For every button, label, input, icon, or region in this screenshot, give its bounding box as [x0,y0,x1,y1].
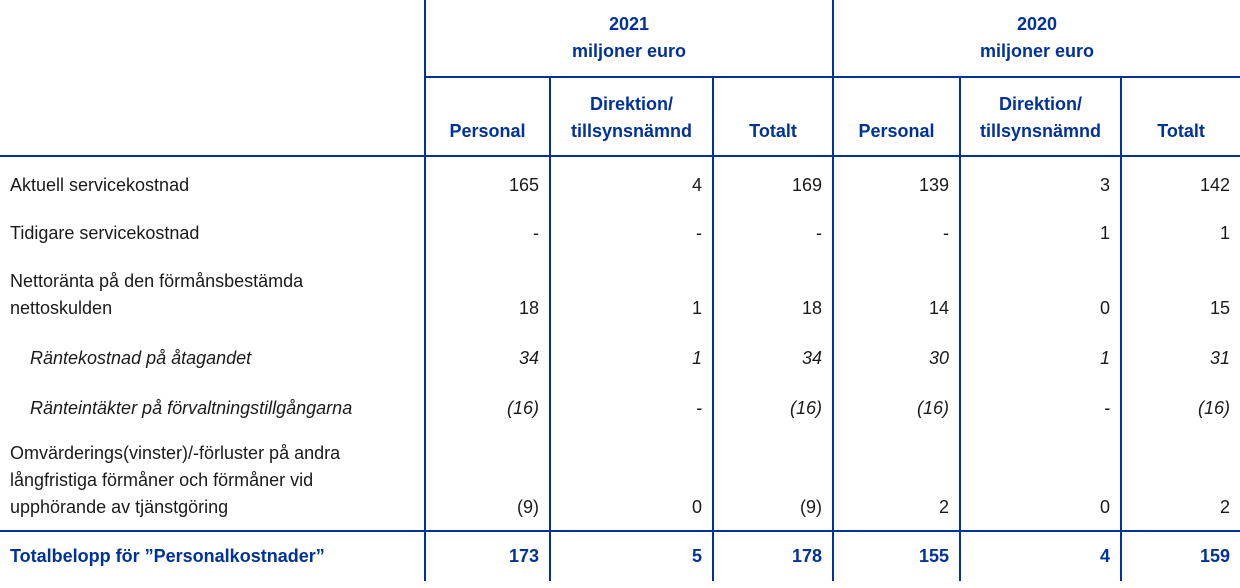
cell: (16) [1119,381,1240,431]
cell: - [549,208,713,256]
cell: - [424,208,550,256]
year-header-2020: 2020 miljoner euro [831,0,1240,78]
cell: - [959,381,1121,431]
cell: 155 [832,530,960,581]
col-header: Totalt [712,77,833,157]
cell: (9) [424,431,550,531]
cell: 1 [549,331,713,381]
cell: 2 [1119,431,1240,531]
cell: 15 [1119,256,1240,331]
table-row: Nettoränta på den förmånsbestämda nettos… [0,256,1240,331]
year-header-2021: 2021 miljoner euro [424,0,833,78]
cell: 18 [712,256,833,331]
cell: 0 [959,256,1121,331]
col-header: Personal [424,77,550,157]
table-row: Räntekostnad på åtagandet 34 1 34 30 1 31 [0,331,1240,381]
table-row: Tidigare servicekostnad - - - -1 1 [0,208,1240,256]
table-row: Omvärderings(vinster)/-förluster på andr… [0,431,1240,531]
cell: 142 [1119,156,1240,208]
cell: 169 [712,156,833,208]
cell: 34 [712,331,833,381]
cell: 3 [959,156,1121,208]
col-header: Direktion/ tillsynsnämnd [959,77,1121,157]
cell: 31 [1119,331,1240,381]
cell: 159 [1119,530,1240,581]
row-label: Nettoränta på den förmånsbestämda nettos… [10,271,304,318]
empty-corner [0,0,425,77]
cell: 18 [424,256,550,331]
cell: 0 [959,431,1121,531]
cell: - [712,208,833,256]
cell: (16) [424,381,550,431]
table-row: Aktuell servicekostnad 165 4 169 139 3 142 [0,156,1240,208]
col-header: Direktion/ tillsynsnämnd [549,77,713,157]
cell: - [549,381,713,431]
cell: 30 [832,331,960,381]
cell: 4 [549,156,713,208]
row-label: Totalbelopp för ”Personalkostnader” [0,530,425,581]
cell: 178 [712,530,833,581]
row-label: Räntekostnad på åtagandet [30,348,252,368]
cell: (9) [712,431,833,531]
col-header: Personal [832,77,960,157]
cell: 1 [1119,208,1240,256]
row-label: Aktuell servicekostnad [10,175,190,195]
cell: 1 [959,331,1121,381]
cell: 173 [424,530,550,581]
cell: (16) [712,381,833,431]
total-row: Totalbelopp för ”Personalkostnader” 173 … [0,530,1240,581]
cell: 34 [424,331,550,381]
cell: 1 [959,208,1121,256]
row-label: Tidigare servicekostnad [10,223,200,243]
cell: - [832,208,960,256]
cell: 4 [959,530,1121,581]
cell: 5 [549,530,713,581]
cell: 139 [832,156,960,208]
table-row: Ränteintäkter på förvaltningstillgångarn… [0,381,1240,431]
row-label: Ränteintäkter på förvaltningstillgångarn… [30,398,353,418]
cell: 1 [549,256,713,331]
table-body: Aktuell servicekostnad 165 4 169 139 3 142 Tidi… [0,156,1240,531]
cell: 2 [832,431,960,531]
empty-corner-2 [0,77,425,157]
col-header: Totalt [1119,77,1240,157]
cell: 165 [424,156,550,208]
cell: 14 [832,256,960,331]
cell: (16) [832,381,960,431]
row-label: Omvärderings(vinster)/-förluster på andr… [10,443,341,517]
cell: 0 [549,431,713,531]
